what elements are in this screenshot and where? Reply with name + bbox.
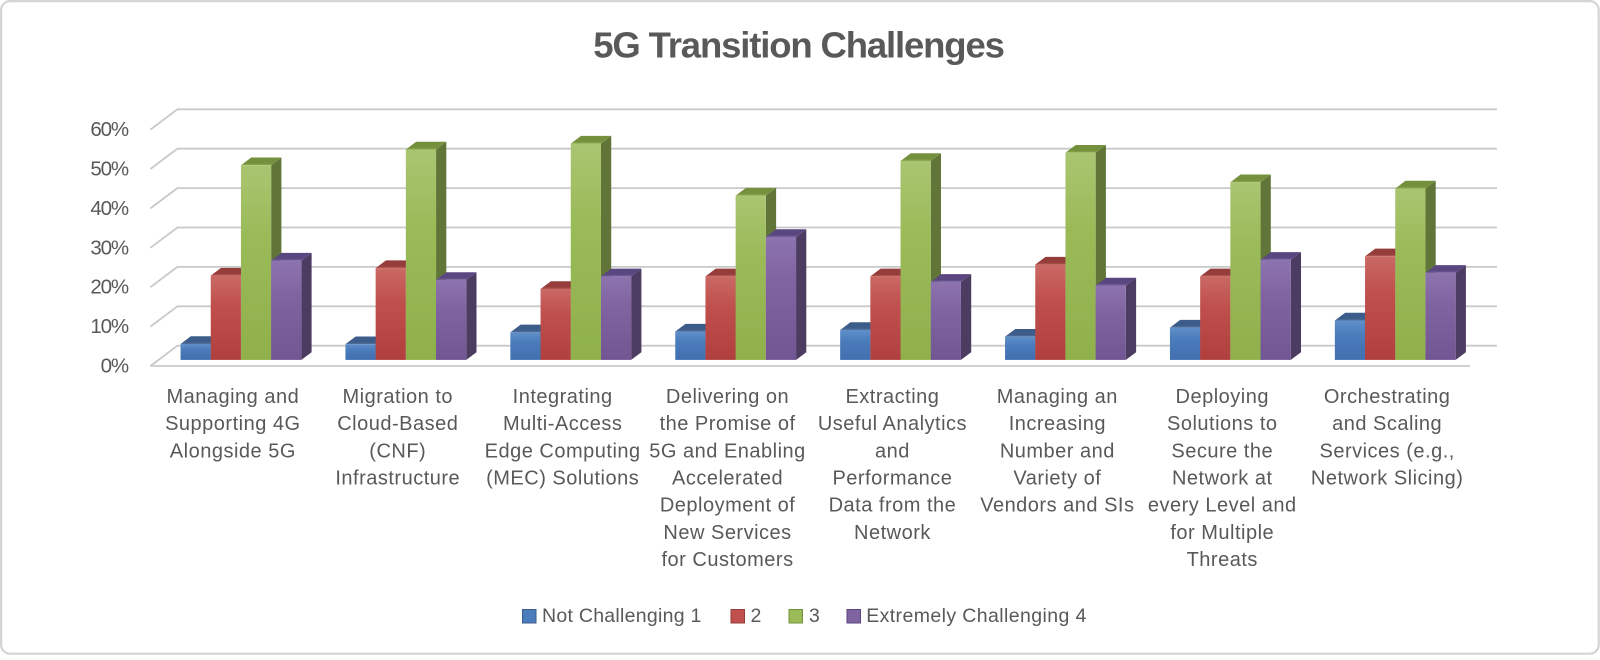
svg-text:Network at: Network at	[1172, 467, 1273, 489]
svg-text:every Level and: every Level and	[1148, 495, 1297, 517]
svg-text:Solutions to: Solutions to	[1167, 413, 1278, 435]
svg-text:Secure the: Secure the	[1171, 440, 1273, 462]
svg-text:Threats: Threats	[1187, 549, 1258, 571]
svg-text:50%: 50%	[90, 158, 129, 181]
svg-text:Accelerated: Accelerated	[672, 467, 783, 489]
svg-text:and: and	[875, 440, 910, 462]
svg-text:Managing an: Managing an	[997, 386, 1118, 408]
svg-text:Number and: Number and	[1000, 440, 1115, 462]
svg-text:60%: 60%	[90, 118, 129, 141]
svg-text:Useful Analytics: Useful Analytics	[818, 413, 967, 435]
svg-text:0%: 0%	[101, 355, 129, 378]
svg-text:20%: 20%	[90, 276, 129, 299]
svg-text:(CNF): (CNF)	[369, 440, 426, 462]
svg-text:Vendors and SIs: Vendors and SIs	[980, 495, 1134, 517]
svg-text:Variety of: Variety of	[1013, 467, 1101, 489]
svg-text:Supporting 4G: Supporting 4G	[165, 413, 300, 435]
svg-text:5G and Enabling: 5G and Enabling	[649, 440, 806, 462]
svg-text:Increasing: Increasing	[1009, 413, 1106, 435]
svg-text:Cloud-Based: Cloud-Based	[337, 413, 458, 435]
svg-text:the Promise of: the Promise of	[660, 413, 796, 435]
svg-text:Extracting: Extracting	[845, 386, 939, 408]
svg-text:Deployment of: Deployment of	[660, 495, 795, 517]
svg-text:for Customers: for Customers	[662, 549, 794, 571]
svg-text:Performance: Performance	[832, 467, 952, 489]
svg-text:Deploying: Deploying	[1176, 386, 1269, 408]
svg-text:30%: 30%	[90, 236, 129, 259]
svg-text:5G Transition Challenges: 5G Transition Challenges	[593, 25, 1004, 66]
svg-text:Migration to: Migration to	[343, 386, 454, 408]
svg-text:10%: 10%	[90, 315, 129, 338]
svg-text:Managing and: Managing and	[166, 386, 299, 408]
svg-text:40%: 40%	[90, 197, 129, 220]
svg-text:and Scaling: and Scaling	[1332, 413, 1442, 435]
svg-text:Orchestrating: Orchestrating	[1324, 386, 1451, 408]
svg-text:Extremely Challenging 4: Extremely Challenging 4	[866, 605, 1087, 627]
svg-text:3: 3	[809, 605, 820, 627]
svg-text:Infrastructure: Infrastructure	[335, 467, 460, 489]
svg-text:Alongside 5G: Alongside 5G	[170, 440, 296, 462]
svg-text:Not Challenging 1: Not Challenging 1	[542, 605, 702, 627]
svg-text:Delivering on: Delivering on	[666, 386, 789, 408]
svg-text:Integrating: Integrating	[513, 386, 613, 408]
svg-text:Network Slicing): Network Slicing)	[1311, 467, 1463, 489]
svg-text:Edge Computing: Edge Computing	[485, 440, 641, 462]
svg-text:(MEC) Solutions: (MEC) Solutions	[486, 467, 639, 489]
svg-text:for Multiple: for Multiple	[1170, 522, 1274, 544]
svg-text:New Services: New Services	[663, 522, 791, 544]
svg-text:Multi-Access: Multi-Access	[503, 413, 622, 435]
svg-text:Data from the: Data from the	[829, 495, 957, 517]
svg-text:2: 2	[751, 605, 762, 627]
svg-text:Services (e.g.,: Services (e.g.,	[1319, 440, 1454, 462]
svg-text:Network: Network	[854, 522, 931, 544]
